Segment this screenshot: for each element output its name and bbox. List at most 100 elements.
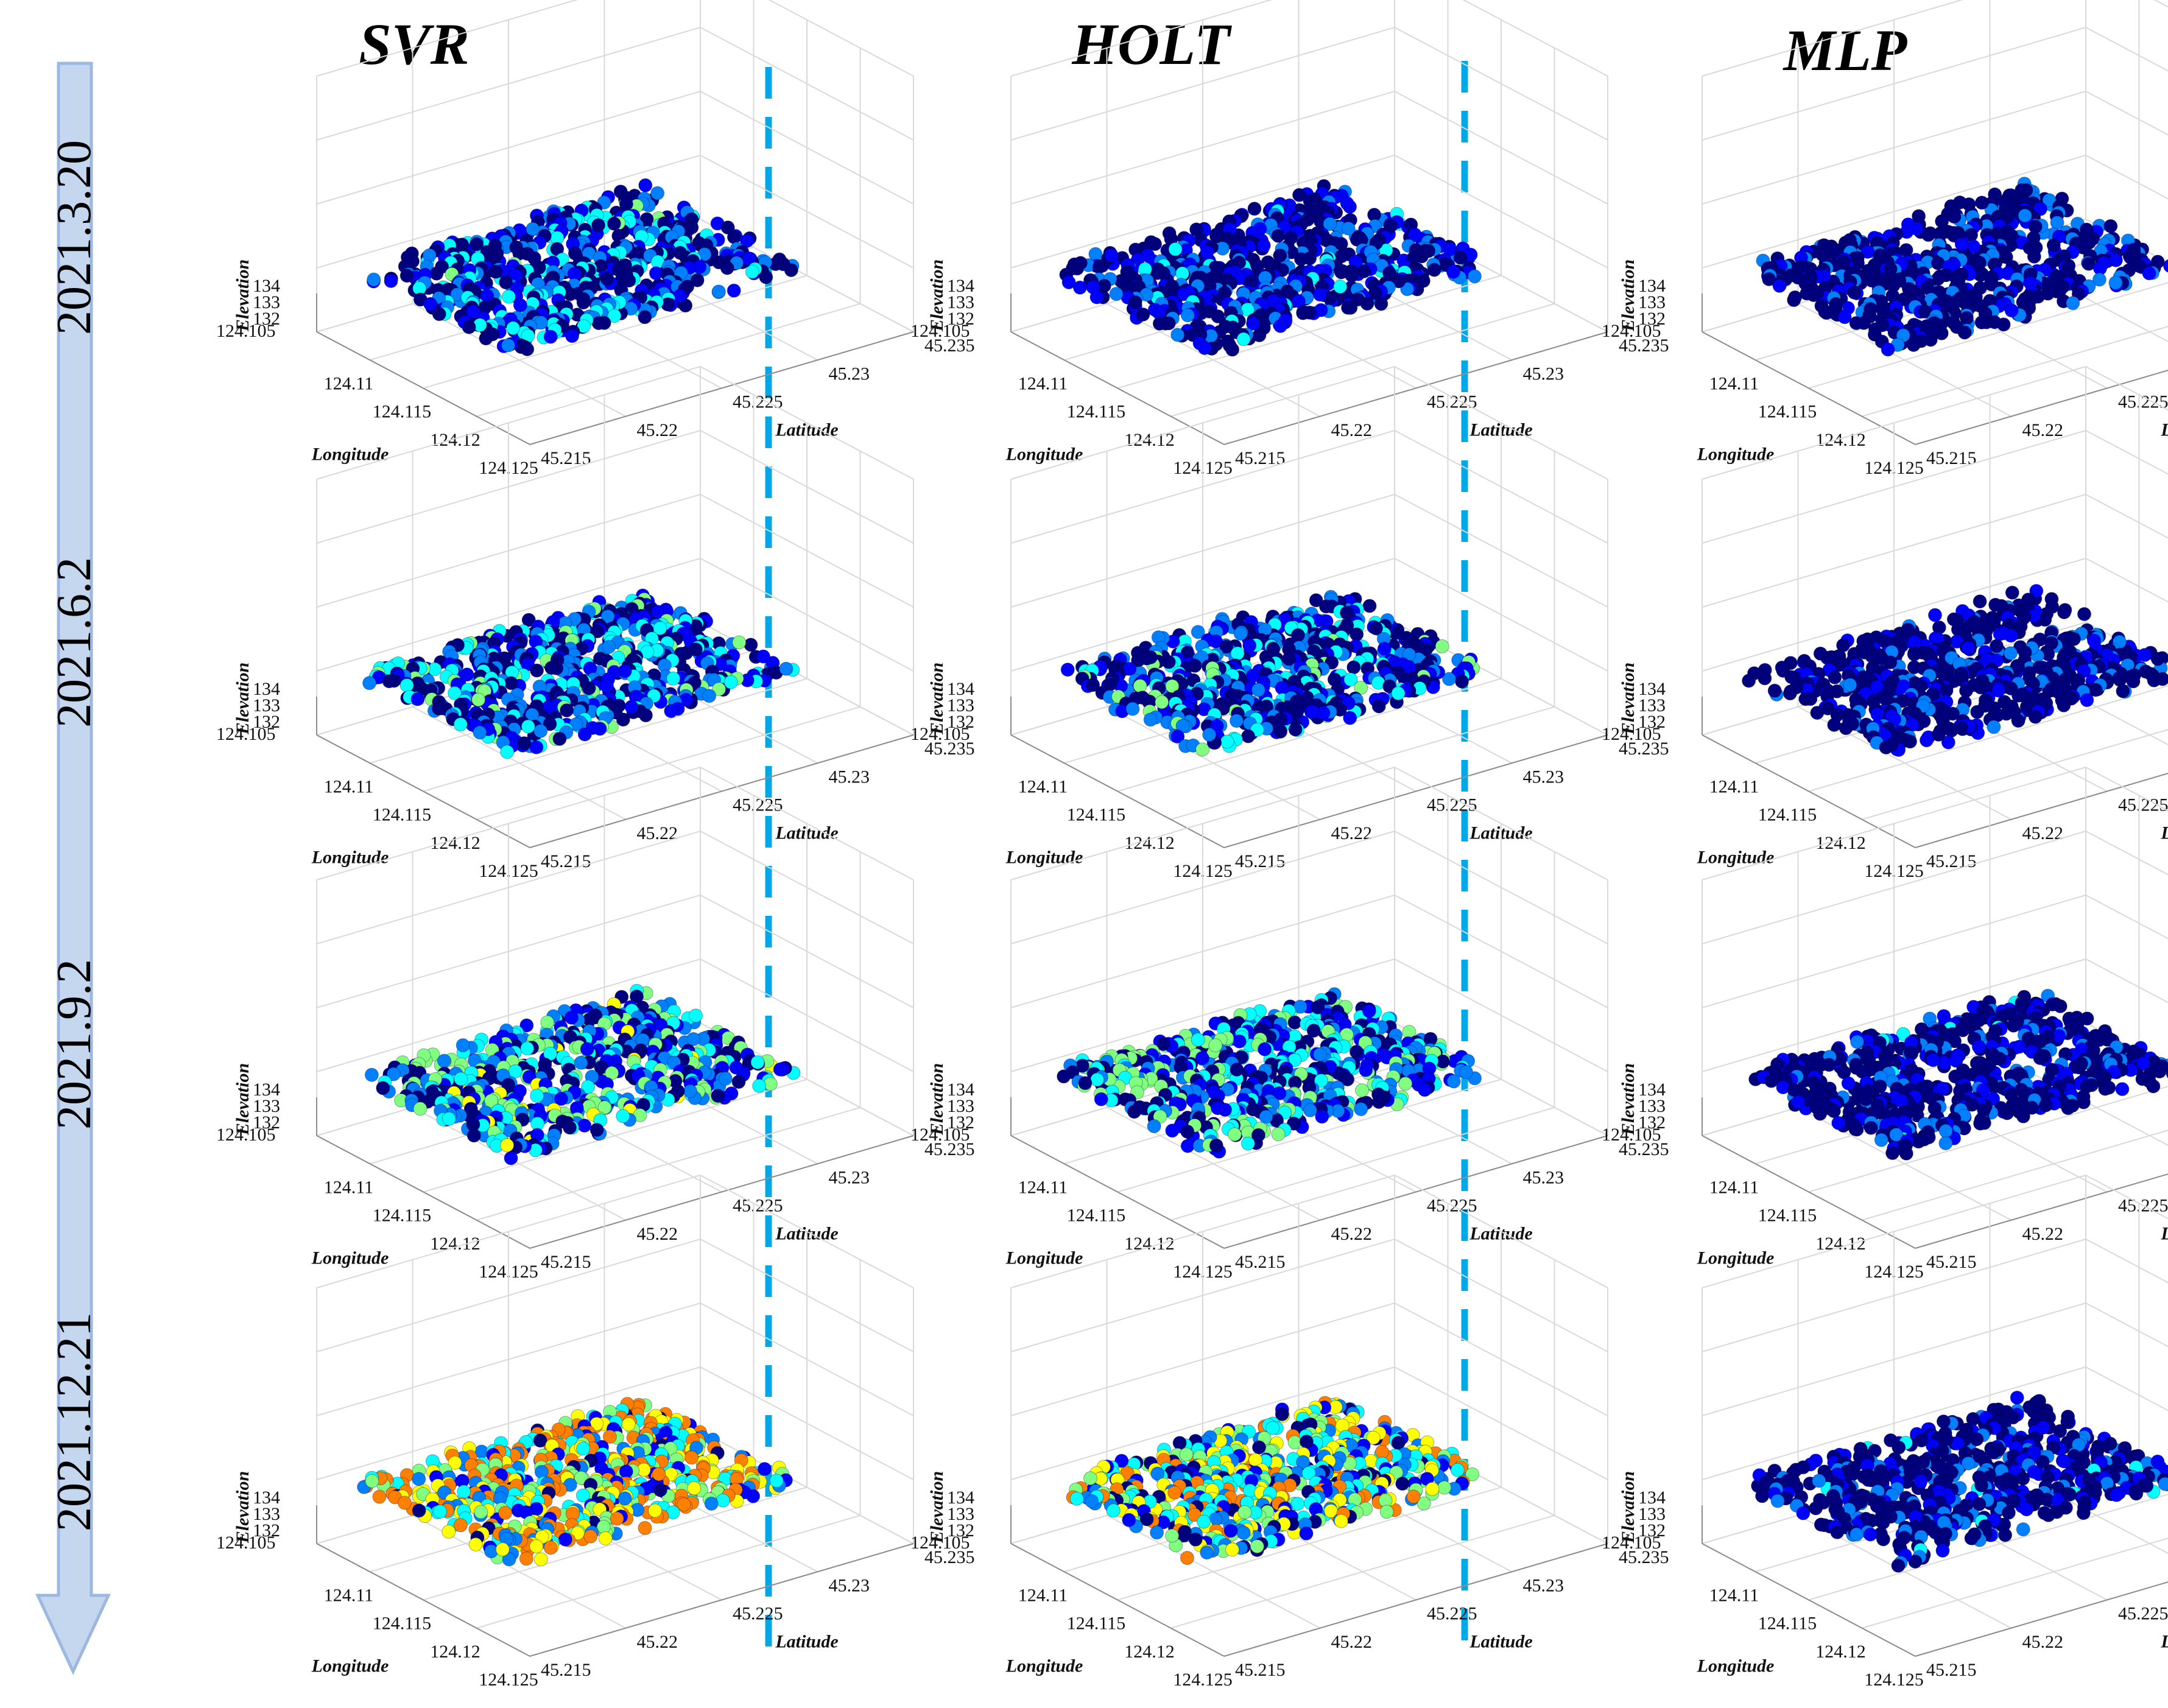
scatter-point	[1237, 332, 1250, 346]
scatter-point	[683, 1084, 697, 1098]
scatter-point	[2005, 304, 2018, 317]
scatter-point	[1163, 227, 1176, 240]
z-tick-label: 134	[1638, 679, 1666, 699]
scatter-points	[1060, 180, 1481, 356]
scatter-point	[1272, 229, 1285, 242]
z-axis-label: Elevation	[1618, 662, 1638, 735]
scatter-point	[720, 261, 734, 275]
date-label-row1: 2021.3.20	[48, 140, 101, 335]
scatter-point	[424, 297, 437, 311]
scatter-point	[1273, 249, 1287, 262]
scatter-point	[600, 272, 614, 286]
scatter-point	[1242, 729, 1255, 743]
scatter-point	[1274, 725, 1287, 739]
scatter-point	[1446, 265, 1460, 278]
scatter-point	[1968, 615, 1981, 628]
scatter-point	[1136, 308, 1150, 322]
scatter-point	[1226, 343, 1239, 356]
scatter-point	[1784, 685, 1797, 698]
scatter-point	[1848, 286, 1861, 299]
z-axis-label: Elevation	[233, 662, 253, 735]
scatter-point	[382, 675, 396, 688]
panel-holt-1: 124.11124.115124.12124.125124.10545.2154…	[910, 0, 1669, 478]
scatter-point	[1357, 265, 1371, 278]
scatter-point	[1991, 709, 2004, 722]
panel-holt-3: 124.11124.115124.12124.125124.10545.2154…	[910, 767, 1669, 1282]
scatter-point	[1945, 724, 1958, 737]
scatter-point	[1447, 1075, 1460, 1088]
scatter-point	[727, 284, 741, 297]
scatter-point	[1975, 196, 1988, 209]
scatter-point	[489, 265, 502, 278]
scatter-point	[1340, 197, 1354, 210]
scatter-point	[780, 662, 793, 675]
column-title-mlp: MLP	[1783, 18, 1908, 83]
z-tick-label: 134	[1638, 276, 1666, 296]
grid-line	[1224, 332, 1608, 445]
x-tick-label: 124.11	[1709, 776, 1759, 796]
z-tick-label: 134	[947, 276, 974, 296]
x-tick-label: 124.115	[1067, 402, 1125, 422]
grid-line	[2086, 91, 2168, 204]
scatter-point	[376, 1081, 390, 1095]
column-title-svr: SVR	[359, 12, 469, 77]
scatter-point	[365, 1068, 378, 1081]
scatter-point	[1907, 648, 1921, 661]
scatter-point	[607, 217, 621, 230]
scatter-point	[1275, 681, 1289, 695]
x-tick-label: 124.115	[1067, 1206, 1125, 1226]
x-tick-label: 124.115	[373, 805, 431, 825]
scatter-point	[1200, 245, 1214, 259]
x-tick-label: 124.115	[373, 402, 431, 422]
scatter-point	[560, 704, 574, 717]
scatter-points	[1742, 585, 2168, 757]
scatter-point	[1374, 297, 1388, 311]
scatter-point	[1821, 686, 1835, 700]
panels: 124.11124.115124.12124.125124.10545.2154…	[216, 0, 2168, 1690]
scatter-point	[510, 241, 523, 254]
scatter-point	[1932, 728, 1945, 741]
scatter-point	[1314, 303, 1328, 317]
scatter-point	[2109, 276, 2122, 289]
scatter-point	[545, 661, 558, 675]
scatter-point	[2142, 267, 2156, 280]
scatter-point	[1314, 1048, 1327, 1061]
scatter-point	[479, 332, 493, 345]
column-title-holt: HOLT	[1071, 12, 1232, 77]
scatter-point	[504, 677, 518, 690]
x-axis-label: Longitude	[1005, 848, 1083, 868]
scatter-point	[1230, 714, 1244, 728]
scatter-point	[1920, 734, 1934, 747]
x-tick-label: 124.115	[373, 1206, 431, 1226]
scatter-point	[1937, 708, 1950, 721]
scatter-point	[600, 680, 614, 693]
scatter-point	[751, 1056, 764, 1069]
z-axis-label: Elevation	[927, 1063, 947, 1136]
scatter-point	[1975, 316, 1988, 329]
scatter-point	[689, 643, 702, 656]
scatter-point	[454, 1072, 468, 1086]
scatter-point	[638, 311, 652, 324]
grid-line	[530, 735, 913, 848]
panel-svr-3: 124.11124.115124.12124.125124.10545.2154…	[216, 767, 975, 1282]
y-tick-label: 45.23	[829, 364, 870, 384]
x-axis-label: Longitude	[1697, 848, 1775, 868]
scatter-point	[1243, 639, 1256, 652]
scatter-point	[1768, 684, 1781, 697]
scatter-point	[2104, 219, 2117, 233]
scatter-point	[544, 330, 557, 343]
grid-line	[1224, 735, 1608, 848]
scatter-point	[1378, 642, 1391, 655]
scatter-points	[367, 178, 800, 356]
scatter-point	[1350, 628, 1364, 641]
scatter-point	[711, 1089, 725, 1103]
scatter-point	[1814, 647, 1827, 660]
y-axis-label: Latitude	[2160, 823, 2168, 843]
scatter-point	[1455, 675, 1469, 688]
grid-line	[2086, 431, 2168, 543]
scatter-point	[1849, 693, 1863, 706]
scatter-point	[1169, 242, 1182, 256]
scatter-point	[1359, 1063, 1373, 1077]
